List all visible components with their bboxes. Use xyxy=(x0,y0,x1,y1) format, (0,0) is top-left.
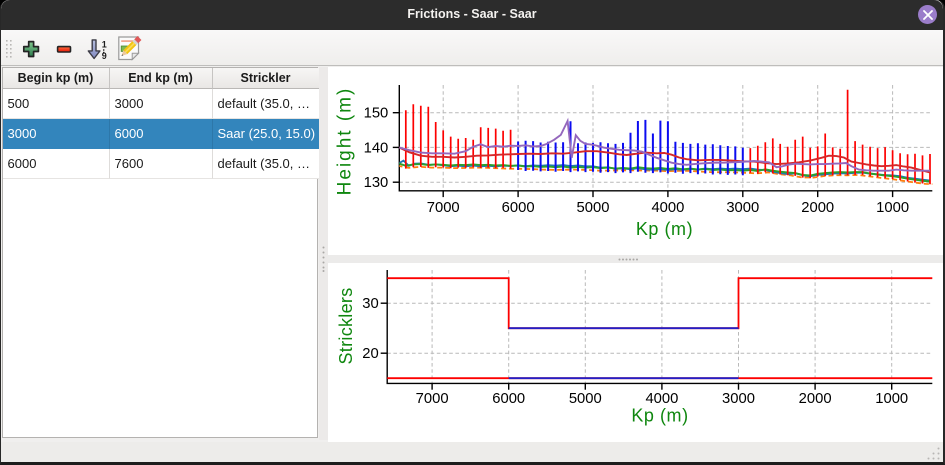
svg-text:Kp (m): Kp (m) xyxy=(631,406,688,426)
svg-text:3000: 3000 xyxy=(726,200,759,216)
svg-text:4000: 4000 xyxy=(651,200,684,216)
svg-text:5000: 5000 xyxy=(569,391,602,407)
svg-text:1: 1 xyxy=(102,40,107,50)
svg-text:9: 9 xyxy=(102,51,107,61)
svg-text:2000: 2000 xyxy=(799,391,832,407)
svg-text:20: 20 xyxy=(362,346,378,362)
svg-text:3000: 3000 xyxy=(722,391,755,407)
svg-text:1000: 1000 xyxy=(876,200,909,216)
svg-text:130: 130 xyxy=(364,175,389,191)
svg-text:Kp (m): Kp (m) xyxy=(636,219,693,239)
svg-text:6000: 6000 xyxy=(502,200,535,216)
svg-text:1000: 1000 xyxy=(875,391,908,407)
svg-text:7000: 7000 xyxy=(416,391,449,407)
svg-text:30: 30 xyxy=(362,296,378,312)
svg-text:Height (m): Height (m) xyxy=(335,87,356,196)
svg-text:5000: 5000 xyxy=(577,200,610,216)
svg-text:140: 140 xyxy=(364,140,389,156)
svg-text:4000: 4000 xyxy=(645,391,678,407)
svg-text:7000: 7000 xyxy=(427,200,460,216)
svg-text:6000: 6000 xyxy=(492,391,525,407)
svg-text:150: 150 xyxy=(364,106,389,122)
svg-text:Stricklers: Stricklers xyxy=(336,287,356,364)
svg-text:2000: 2000 xyxy=(801,200,834,216)
